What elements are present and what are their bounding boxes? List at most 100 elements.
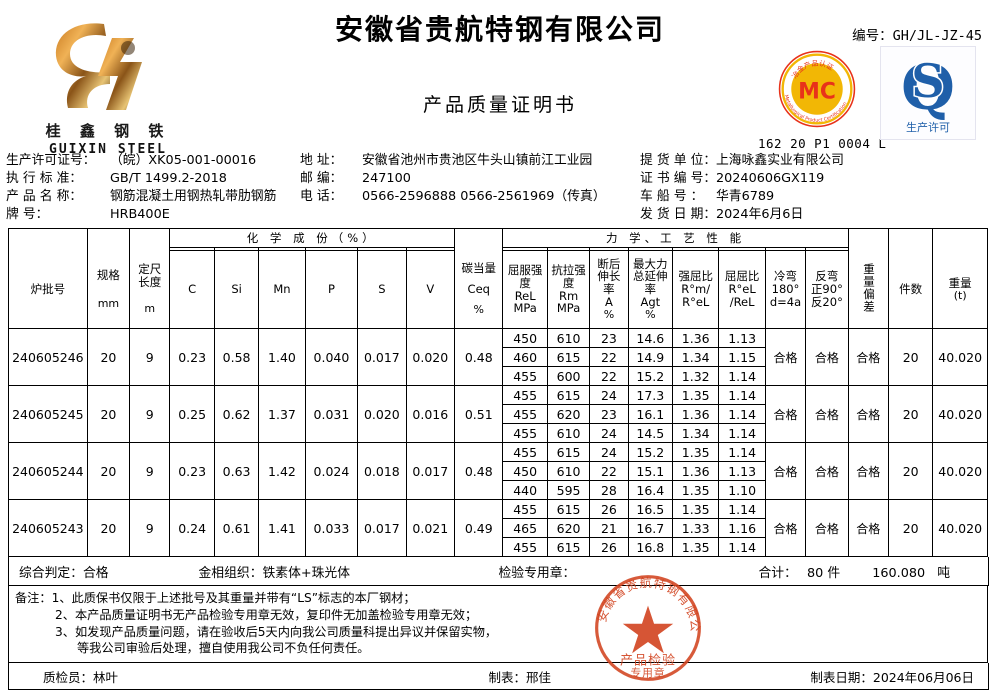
- cell-weight-deviation: 合格: [847, 328, 889, 386]
- cell-rebend: 合格: [805, 442, 849, 500]
- cell-a: 22: [590, 461, 628, 481]
- cell-weight-deviation: 合格: [847, 499, 889, 557]
- cell-heat-no: 240605245: [8, 385, 88, 443]
- cell-a: 21: [590, 518, 628, 538]
- cell-rm: 615: [547, 443, 590, 462]
- cell-agt: 15.2: [628, 443, 672, 462]
- cell-agt: 15.2: [636, 368, 665, 384]
- th-ratio-el-line1: R°eL: [728, 282, 756, 297]
- verdict-value: 合格: [82, 565, 109, 581]
- cell-rel: 455: [503, 500, 547, 519]
- cell-mn: 1.40: [258, 328, 306, 386]
- cell-ratio-rm: 1.36: [673, 461, 719, 481]
- th-weight-deviation: 重量偏差: [847, 250, 889, 329]
- th-ratio-el: 屈屈比 R°eL /ReL: [718, 250, 766, 329]
- certificate-no-label: 证 书 编 号：: [640, 171, 717, 186]
- th-c-spacer: [169, 247, 215, 251]
- th-bend-line1: 180°: [771, 282, 800, 297]
- cell-agt: 14.9: [628, 347, 672, 367]
- cell-length: 9: [129, 499, 171, 557]
- cell-ratio-rm: 1.35: [681, 482, 710, 498]
- date-cell: 制表日期：2024年06月06日: [668, 663, 989, 691]
- info-row: 生产许可证号： （皖）XK05-001-00016: [6, 152, 306, 170]
- cell-ratio-el-group: 1.13 1.15 1.14: [718, 328, 766, 386]
- cell-p: 0.040: [304, 328, 359, 386]
- cell-si: 0.61: [213, 499, 260, 557]
- notes-item-1: 1、此质保书仅限于上述批号及其重量并带有“LS”标志的本厂钢材；: [51, 591, 416, 605]
- notes-item-3: 3、如发现产品质量问题，请在验收后5天内向我公司质量科提出异议并保留实物，: [55, 624, 498, 639]
- cell-rm: 610: [547, 461, 590, 481]
- th-ratio-rm: 强屈比 R°m/ R°eL: [671, 250, 720, 329]
- cell-pieces: 20: [887, 385, 934, 443]
- cell-a: 24: [590, 386, 628, 405]
- th-rel-symbol: ReL: [514, 288, 536, 303]
- company-logo: 桂 鑫 钢 铁 GUIXIN STEEL: [28, 18, 188, 157]
- quality-data-table: 化 学 成 份（%） 力 学、工 艺 性 能: [8, 228, 988, 557]
- cell-agt-group: 15.2 15.1 16.4: [627, 442, 674, 500]
- cell-rel: 455: [503, 443, 547, 462]
- cell-spec: 20: [86, 499, 131, 557]
- th-s: S: [357, 250, 407, 329]
- th-ceq: 碳当量 Ceq %: [454, 250, 504, 329]
- th-weight-unit: (t): [953, 288, 967, 302]
- th-p: P: [304, 250, 359, 329]
- cell-v: 0.020: [405, 328, 456, 386]
- cell-ratio-el: 1.13: [719, 329, 765, 348]
- cell-spec: 20: [86, 328, 131, 386]
- th-spec-spacer: [86, 228, 131, 251]
- th-rel-spacer: [502, 247, 548, 251]
- cell-ratio-rm: 1.33: [673, 518, 719, 538]
- th-wdev-spacer: [847, 228, 889, 251]
- cell-rm-group: 610 615 600: [546, 328, 591, 386]
- cell-a: 23: [590, 329, 628, 348]
- cell-pieces: 20: [887, 442, 934, 500]
- mc-seal-code: 162 20 P1 0004 L: [758, 136, 887, 151]
- certificate-no-value: 20240606GX119: [716, 171, 825, 186]
- table-header-row: 炉批号 规格 mm 定尺长度 m C Si Mn P S V 碳当量 Ceq: [8, 250, 988, 329]
- cell-weight: 40.020: [932, 328, 988, 386]
- info-row: 车 船 号 ： 华青6789: [640, 188, 992, 206]
- th-agt: 最大力总延伸率 Agt %: [627, 250, 674, 329]
- th-a: 断后伸长率 A %: [589, 250, 629, 329]
- inspector-label: 质检员：: [43, 669, 94, 685]
- cell-ratio-rm: 1.34: [673, 347, 719, 367]
- cell-ratio-rm: 1.36: [673, 404, 719, 424]
- cell-mn: 1.37: [258, 385, 306, 443]
- sq-license-seal: Q S 生产许可: [880, 46, 976, 140]
- cell-pieces: 20: [887, 328, 934, 386]
- cell-mn: 1.42: [258, 442, 306, 500]
- address-value: 安徽省池州市贵池区牛头山镇前江工业园: [362, 153, 593, 168]
- cell-bend: 合格: [764, 385, 807, 443]
- cell-rel-group: 455 455 455: [502, 385, 548, 443]
- th-length-unit: m: [144, 301, 156, 315]
- cell-c: 0.23: [169, 328, 215, 386]
- info-column-left: 生产许可证号： （皖）XK05-001-00016 执 行 标 准： GB/T 14…: [6, 152, 306, 224]
- cell-spec: 20: [86, 385, 131, 443]
- cell-si: 0.63: [213, 442, 260, 500]
- cell-agt-group: 17.3 16.1 14.5: [627, 385, 674, 443]
- standard-value: GB/T 1499.2-2018: [110, 171, 227, 186]
- cell-rm: 615: [556, 539, 581, 555]
- cell-bend: 合格: [764, 328, 807, 386]
- th-mn-spacer: [258, 247, 306, 251]
- th-spec-unit: mm: [97, 296, 120, 310]
- th-rm: 抗拉强度 Rm MPa: [546, 250, 591, 329]
- svg-text:生产许可: 生产许可: [906, 120, 950, 134]
- consignee-value: 上海咏鑫实业有限公司: [716, 153, 844, 168]
- th-ceq-symbol: Ceq: [467, 282, 490, 297]
- th-bend-spacer: [764, 247, 807, 251]
- cell-rm: 620: [547, 518, 590, 538]
- th-rm-label: 抗拉强度: [551, 262, 586, 290]
- info-row: 提 货 单 位： 上海咏鑫实业有限公司: [640, 152, 992, 170]
- cell-a: 26: [600, 539, 617, 555]
- th-bend: 冷弯 180° d=4a: [764, 250, 807, 329]
- cell-agt-group: 16.5 16.7 16.8: [627, 499, 674, 557]
- th-a-symbol: A: [604, 295, 613, 310]
- vehicle-no-label: 车 船 号 ：: [640, 189, 704, 204]
- cell-ceq: 0.51: [454, 385, 504, 443]
- info-row: 产 品 名 称： 钢筋混凝土用钢热轧带肋钢筋: [6, 188, 306, 206]
- address-label: 地 址：: [300, 153, 343, 168]
- th-group-chemical: 化 学 成 份（%）: [169, 228, 456, 248]
- th-agt-unit: %: [645, 308, 656, 322]
- notes-line: 等我公司审验后处理，擅自使用我公司不负任何责任。: [15, 640, 981, 657]
